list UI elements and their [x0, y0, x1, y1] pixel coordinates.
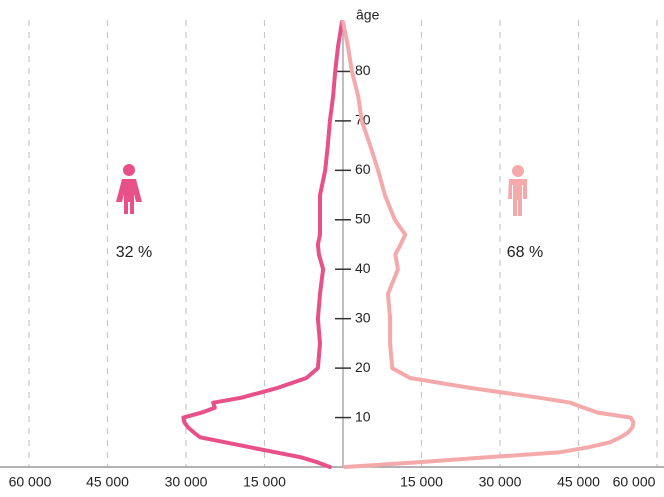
y-tick-label: 30 — [355, 309, 371, 325]
x-tick-label: 45 000 — [86, 474, 129, 490]
y-tick-label: 80 — [355, 62, 371, 78]
x-tick-label: 45 000 — [557, 474, 600, 490]
y-tick-label: 10 — [355, 408, 371, 424]
population-line — [341, 20, 636, 469]
x-tick-label: 60 000 — [613, 474, 656, 490]
female-icon — [116, 164, 142, 214]
x-tick-label: 15 000 — [243, 474, 286, 490]
population-line — [181, 20, 344, 469]
x-tick-label: 15 000 — [400, 474, 443, 490]
y-tick-label: 60 — [355, 161, 371, 177]
y-tick-label: 20 — [355, 359, 371, 375]
share-label: 68 % — [507, 244, 543, 261]
y-tick-label: 50 — [355, 210, 371, 226]
x-tick-label: 60 000 — [9, 474, 52, 490]
y-tick-label: 40 — [355, 260, 371, 276]
x-tick-label: 30 000 — [165, 474, 208, 490]
share-label: 32 % — [116, 244, 152, 261]
male-icon — [508, 165, 527, 216]
x-tick-label: 30 000 — [479, 474, 522, 490]
y-axis-label: âge — [356, 7, 380, 23]
